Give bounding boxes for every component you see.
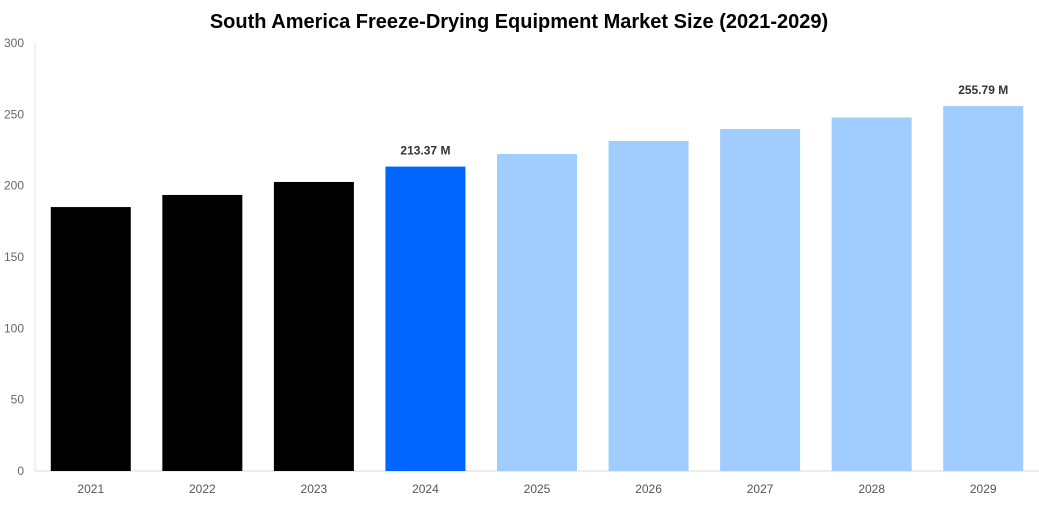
bar-2023 bbox=[273, 181, 354, 471]
y-tick-label: 100 bbox=[4, 321, 24, 335]
y-tick-label: 150 bbox=[4, 250, 24, 264]
bar-2026 bbox=[608, 141, 689, 471]
bar-2027 bbox=[720, 129, 801, 471]
bar-2025 bbox=[497, 153, 577, 471]
bar-2028 bbox=[831, 117, 912, 472]
x-tick-label: 2023 bbox=[301, 482, 328, 496]
x-tick-label: 2022 bbox=[189, 482, 216, 496]
x-tick-label: 2027 bbox=[747, 482, 774, 496]
x-tick-label: 2025 bbox=[524, 482, 551, 496]
x-tick-label: 2026 bbox=[635, 482, 662, 496]
y-tick-label: 250 bbox=[4, 107, 24, 121]
data-label: 255.79 M bbox=[958, 83, 1008, 97]
bar-2021 bbox=[50, 207, 131, 472]
y-tick-label: 200 bbox=[4, 179, 24, 193]
bar-2024 bbox=[385, 166, 466, 471]
x-tick-label: 2028 bbox=[858, 482, 885, 496]
x-tick-label: 2029 bbox=[970, 482, 997, 496]
bar-2022 bbox=[162, 194, 243, 471]
y-tick-label: 50 bbox=[11, 393, 25, 407]
y-tick-label: 300 bbox=[4, 36, 24, 50]
data-label: 213.37 M bbox=[400, 144, 450, 158]
y-tick-label: 0 bbox=[17, 464, 24, 478]
chart-title: South America Freeze-Drying Equipment Ma… bbox=[210, 11, 828, 33]
x-tick-label: 2024 bbox=[412, 482, 439, 496]
bar-2029 bbox=[943, 106, 1024, 471]
x-tick-label: 2021 bbox=[77, 482, 104, 496]
